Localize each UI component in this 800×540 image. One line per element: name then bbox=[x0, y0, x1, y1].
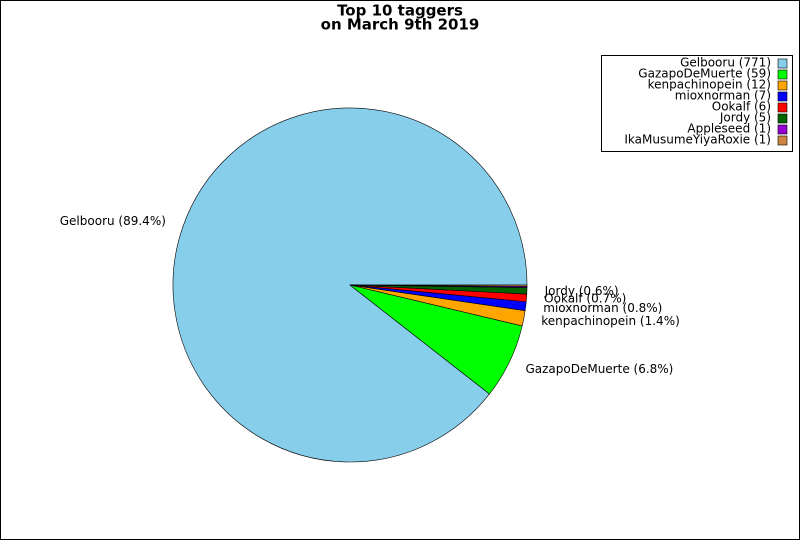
legend-swatch bbox=[777, 102, 788, 113]
legend-label: mioxnorman (7) bbox=[675, 89, 771, 103]
legend-swatch bbox=[777, 58, 788, 69]
legend-label: kenpachinopein (12) bbox=[648, 78, 771, 92]
slice-label: mioxnorman (0.8%) bbox=[543, 301, 662, 315]
slice-label: kenpachinopein (1.4%) bbox=[541, 314, 680, 328]
chart-title: Top 10 taggers bbox=[337, 2, 463, 20]
legend-swatch bbox=[777, 135, 788, 146]
pie-slice bbox=[349, 284, 528, 287]
chart-subtitle: on March 9th 2019 bbox=[321, 16, 480, 34]
legend-label: GazapoDeMuerte (59) bbox=[638, 67, 771, 81]
legend-swatch bbox=[777, 124, 788, 135]
legend-box bbox=[601, 55, 793, 152]
legend-swatch bbox=[777, 80, 788, 91]
legend-label: Ookalf (6) bbox=[712, 100, 771, 114]
legend-swatch bbox=[777, 91, 788, 102]
legend-label: Gelbooru (771) bbox=[680, 56, 771, 70]
slice-label: Ookalf (0.7%) bbox=[544, 292, 626, 306]
legend-label: IkaMusumeYiyaRoxie (1) bbox=[624, 133, 771, 147]
legend-label: Jordy (5) bbox=[719, 111, 771, 125]
slice-label: GazapoDeMuerte (6.8%) bbox=[525, 362, 673, 376]
legend-swatch bbox=[777, 113, 788, 124]
slice-label: Gelbooru (89.4%) bbox=[60, 214, 166, 228]
legend-label: Appleseed (1) bbox=[687, 122, 771, 136]
legend-swatch bbox=[777, 69, 788, 80]
slice-label: Jordy (0.6%) bbox=[544, 284, 619, 298]
